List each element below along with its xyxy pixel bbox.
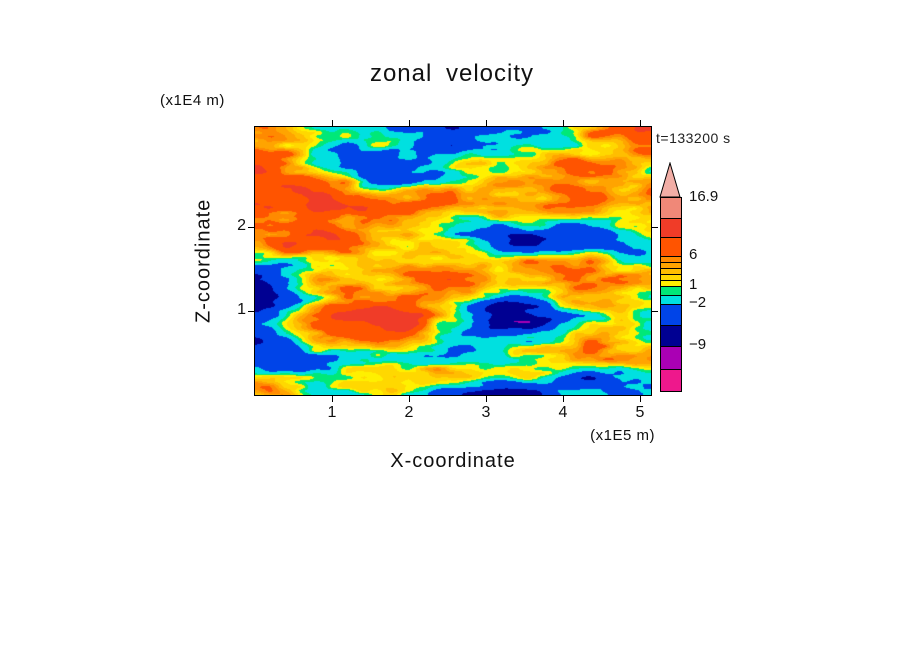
x-axis-top-tick — [485, 120, 487, 126]
x-axis-top-tick — [331, 120, 333, 126]
colorbar — [660, 197, 682, 392]
z-axis-right-tick — [652, 310, 658, 312]
x-tick-label: 1 — [327, 404, 337, 421]
x-tick-label: 4 — [558, 404, 568, 421]
colorbar-over-arrow — [659, 162, 681, 198]
x-tick-label: 3 — [481, 404, 491, 421]
z-axis-unit-label: (x1E4 m) — [160, 92, 225, 109]
chart-title: zonal velocity — [369, 60, 535, 87]
colorbar-tick-label: 16.9 — [689, 188, 719, 205]
colorbar-segment — [661, 325, 681, 346]
colorbar-segment — [661, 237, 681, 256]
z-axis-tick — [248, 226, 254, 228]
heatmap-canvas — [255, 127, 651, 395]
colorbar-tick-label: −2 — [689, 294, 707, 311]
x-axis-unit-label: (x1E5 m) — [590, 427, 655, 444]
colorbar-segment — [661, 280, 681, 286]
z-axis-tick — [248, 310, 254, 312]
x-axis-top-tick — [408, 120, 410, 126]
colorbar-tick-label: −9 — [689, 336, 707, 353]
colorbar-tick-label: 1 — [689, 276, 698, 293]
colorbar-segment — [661, 286, 681, 295]
x-axis-top-tick — [639, 120, 641, 126]
colorbar-segment — [661, 295, 681, 304]
z-axis-right-tick — [652, 226, 658, 228]
x-tick-label: 5 — [635, 404, 645, 421]
colorbar-segment — [661, 256, 681, 262]
colorbar-segment — [661, 218, 681, 237]
x-axis-tick — [485, 396, 487, 402]
colorbar-segment — [661, 268, 681, 274]
x-axis-tick — [408, 396, 410, 402]
z-tick-label: 2 — [237, 217, 246, 234]
z-tick-label: 1 — [237, 301, 246, 318]
colorbar-segment — [661, 346, 681, 369]
timestamp-label: t=133200 s — [656, 130, 731, 146]
x-axis-tick — [562, 396, 564, 402]
colorbar-segment — [661, 262, 681, 268]
x-axis-tick — [639, 396, 641, 402]
z-axis-title: Z-coordinate — [192, 198, 215, 324]
colorbar-segment — [661, 274, 681, 280]
x-axis-top-tick — [562, 120, 564, 126]
plot-area — [254, 126, 652, 396]
x-axis-title: X-coordinate — [390, 450, 516, 472]
colorbar-segment — [661, 304, 681, 325]
x-tick-label: 2 — [404, 404, 414, 421]
colorbar-segment — [661, 369, 681, 391]
x-axis-tick — [331, 396, 333, 402]
colorbar-tick-label: 6 — [689, 246, 698, 263]
colorbar-segment — [661, 198, 681, 218]
